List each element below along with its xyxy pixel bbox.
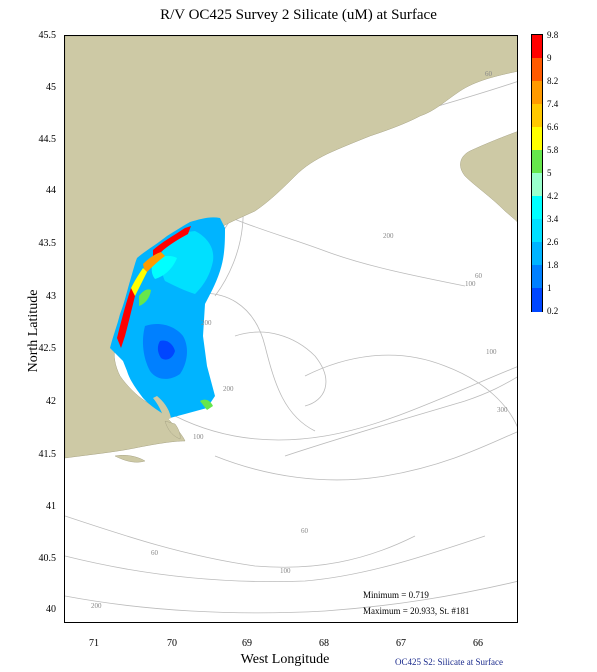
- contour-label: 300: [497, 406, 508, 414]
- field-green-patch: [139, 289, 151, 306]
- x-tick-label: 71: [89, 638, 99, 649]
- stats-minimum: Minimum = 0.719: [363, 590, 429, 600]
- land-nova-scotia: [460, 131, 517, 222]
- contour-60-south: [65, 515, 416, 568]
- land-cape-cod: [164, 420, 181, 440]
- colorbar-label: 5.8: [547, 145, 559, 155]
- contour-label: 100: [193, 433, 204, 441]
- colorbar-label: 8.2: [547, 76, 559, 86]
- field-high-north-red: [153, 226, 191, 258]
- x-tick-label: 67: [396, 638, 406, 649]
- colorbar-segment: [532, 196, 542, 220]
- colorbar-label: 3.4: [547, 214, 559, 224]
- contour-labels: 60 60 100 200 200 200 100 300 100 60 60 …: [91, 70, 508, 610]
- contour-label: 200: [201, 319, 212, 327]
- contour-60-georges: [214, 431, 517, 481]
- map-title: R/V OC425 Survey 2 Silicate (uM) at Surf…: [160, 7, 437, 23]
- colorbar-segment: [532, 173, 542, 197]
- stats-maximum: Maximum = 20.933, St. #181: [363, 606, 470, 616]
- contour-200-inner: [204, 205, 466, 287]
- contour-label: 60: [475, 272, 483, 280]
- land-islands: [114, 454, 146, 463]
- field-dark-blue: [157, 340, 175, 360]
- colorbar-segment: [532, 58, 542, 82]
- colorbar-segment: [532, 265, 542, 289]
- colorbar-label: 1: [547, 283, 552, 293]
- contour-label: 100: [465, 280, 476, 288]
- contour-label: 60: [485, 70, 493, 78]
- contour-georges-bank: [284, 376, 517, 457]
- y-tick-label: 45: [46, 82, 56, 93]
- contour-label: 200: [383, 232, 394, 240]
- footer-caption: OC425 S2: Silicate at Surface: [395, 657, 503, 667]
- bathymetry-contours: [65, 81, 517, 614]
- colorbar: [531, 34, 543, 312]
- field-light-blue: [161, 231, 214, 294]
- contour-label: 60: [301, 527, 309, 535]
- x-tick-label: 66: [473, 638, 483, 649]
- colorbar-segment: [532, 150, 542, 174]
- colorbar-segment: [532, 81, 542, 105]
- y-tick-label: 40.5: [38, 553, 57, 564]
- contour-label: 60: [151, 549, 159, 557]
- colorbar-label: 9: [547, 53, 552, 63]
- x-tick-label: 68: [319, 638, 329, 649]
- y-tick-label: 45.5: [38, 30, 57, 41]
- contour-label: 100: [486, 348, 497, 356]
- contour-200-slope: [65, 581, 517, 614]
- field-cape-green: [200, 399, 213, 410]
- contour-wilkinson: [234, 331, 327, 407]
- colorbar-label: 7.4: [547, 99, 559, 109]
- y-tick-label: 43.5: [38, 238, 57, 249]
- contour-label: 200: [91, 602, 102, 610]
- x-tick-label: 70: [167, 638, 177, 649]
- colorbar-segment: [532, 127, 542, 151]
- x-axis-title: West Longitude: [240, 652, 330, 667]
- y-axis-title: North Latitude: [26, 289, 41, 373]
- y-tick-label: 44: [46, 185, 56, 196]
- colorbar-label: 1.8: [547, 260, 559, 270]
- map-canvas: 60 60 100 200 200 200 100 300 100 60 60 …: [65, 36, 517, 614]
- map-plot-area: 60 60 100 200 200 200 100 300 100 60 60 …: [64, 35, 518, 623]
- colorbar-label: 6.6: [547, 122, 559, 132]
- contour-200-basin: [184, 293, 316, 432]
- colorbar-label: 0.2: [547, 306, 559, 316]
- x-tick-label: 69: [242, 638, 252, 649]
- colorbar-label: 9.8: [547, 30, 559, 40]
- field-cyan: [151, 255, 177, 279]
- land: [65, 36, 517, 463]
- y-tick-label: 43: [46, 291, 56, 302]
- y-tick-label: 41: [46, 501, 56, 512]
- y-tick-label: 40: [46, 604, 56, 615]
- silicate-field: [110, 217, 225, 421]
- colorbar-segment: [532, 104, 542, 128]
- y-tick-label: 41.5: [38, 449, 57, 460]
- y-tick-label: 42: [46, 396, 56, 407]
- colorbar-segment: [532, 242, 542, 266]
- colorbar-label: 4.2: [547, 191, 559, 201]
- field-high-west-yellow: [131, 268, 147, 296]
- field-cape-tan: [153, 396, 171, 421]
- colorbar-segment: [532, 219, 542, 243]
- colorbar-label: 5: [547, 168, 552, 178]
- contour-100-shelf: [174, 366, 517, 441]
- contour-100-south: [65, 535, 486, 583]
- field-high-west-red: [117, 281, 137, 348]
- colorbar-segment: [532, 35, 542, 59]
- colorbar-segment: [532, 288, 542, 312]
- contour-300-ring: [304, 354, 517, 428]
- y-tick-label: 42.5: [38, 343, 57, 354]
- colorbar-label: 2.6: [547, 237, 559, 247]
- field-high-north-orange: [143, 252, 165, 274]
- y-tick-label: 44.5: [38, 134, 57, 145]
- contour-label: 200: [223, 385, 234, 393]
- contour-label: 100: [280, 567, 291, 575]
